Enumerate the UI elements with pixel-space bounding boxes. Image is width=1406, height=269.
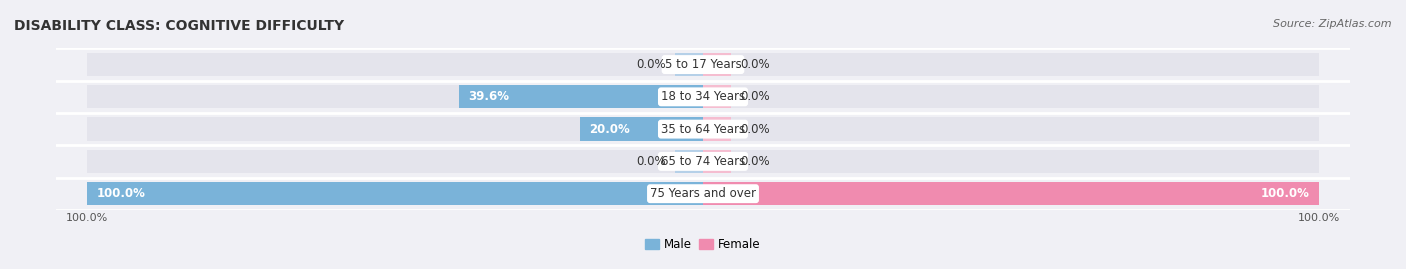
Legend: Male, Female: Male, Female — [641, 233, 765, 256]
Text: 0.0%: 0.0% — [740, 155, 769, 168]
Bar — [703, 53, 731, 76]
Bar — [703, 118, 731, 141]
Text: 5 to 17 Years: 5 to 17 Years — [665, 58, 741, 71]
Text: 0.0%: 0.0% — [740, 90, 769, 103]
Text: Source: ZipAtlas.com: Source: ZipAtlas.com — [1274, 19, 1392, 29]
Bar — [87, 53, 1319, 76]
Text: 0.0%: 0.0% — [740, 58, 769, 71]
Text: 39.6%: 39.6% — [468, 90, 509, 103]
Text: 0.0%: 0.0% — [637, 58, 666, 71]
Bar — [87, 150, 1319, 173]
Bar — [579, 118, 703, 141]
Text: 65 to 74 Years: 65 to 74 Years — [661, 155, 745, 168]
Bar — [87, 182, 703, 205]
Bar — [703, 150, 731, 173]
Bar — [87, 182, 1319, 205]
Text: 20.0%: 20.0% — [589, 123, 630, 136]
Text: 18 to 34 Years: 18 to 34 Years — [661, 90, 745, 103]
Bar — [675, 150, 703, 173]
Text: 75 Years and over: 75 Years and over — [650, 187, 756, 200]
Bar — [703, 182, 1319, 205]
Bar — [87, 118, 1319, 141]
Text: 0.0%: 0.0% — [740, 123, 769, 136]
Text: 0.0%: 0.0% — [637, 155, 666, 168]
Bar — [703, 85, 731, 108]
Text: 100.0%: 100.0% — [1261, 187, 1310, 200]
Text: 35 to 64 Years: 35 to 64 Years — [661, 123, 745, 136]
Bar — [87, 85, 1319, 108]
Bar — [460, 85, 703, 108]
Text: 100.0%: 100.0% — [96, 187, 145, 200]
Bar — [675, 53, 703, 76]
Text: DISABILITY CLASS: COGNITIVE DIFFICULTY: DISABILITY CLASS: COGNITIVE DIFFICULTY — [14, 19, 344, 33]
